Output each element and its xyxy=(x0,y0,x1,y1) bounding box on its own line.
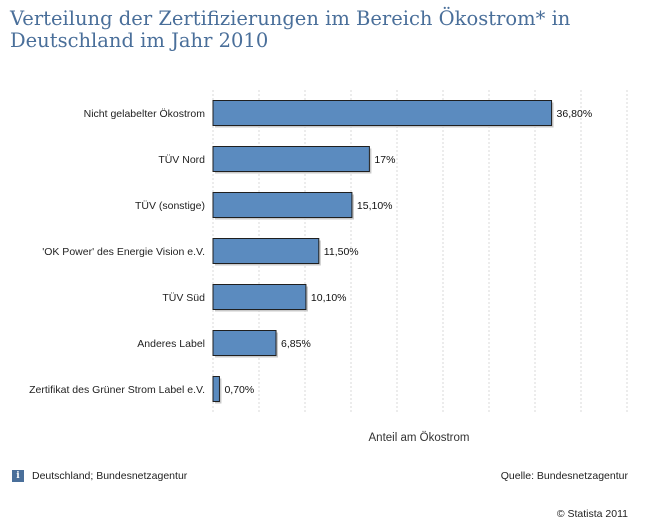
bar[interactable] xyxy=(212,376,220,402)
bar[interactable] xyxy=(212,146,370,172)
bar[interactable] xyxy=(212,284,307,310)
category-label: 'OK Power' des Energie Vision e.V. xyxy=(42,246,205,258)
copyright: © Statista 2011 xyxy=(556,508,628,520)
bar[interactable] xyxy=(212,238,320,264)
category-label: TÜV Nord xyxy=(158,154,205,166)
value-label: 15,10% xyxy=(357,200,393,212)
value-label: 6,85% xyxy=(281,338,311,350)
bar[interactable] xyxy=(212,330,277,356)
source-note: Quelle: Bundesnetzagentur xyxy=(500,470,628,482)
value-label: 36,80% xyxy=(557,108,593,120)
category-label: TÜV Süd xyxy=(162,292,205,304)
value-labels: 36,80% 17% 15,10% 11,50% 10,10% 6,85% 0,70% xyxy=(224,108,592,396)
category-label: Anderes Label xyxy=(137,338,205,350)
grid-lines xyxy=(212,90,628,412)
value-label: 11,50% xyxy=(324,246,359,258)
value-label: 0,70% xyxy=(224,384,254,396)
region-note: Deutschland; Bundesnetzagentur xyxy=(32,470,188,482)
category-label: TÜV (sonstige) xyxy=(135,200,205,212)
bars xyxy=(212,100,554,404)
value-label: 10,10% xyxy=(311,292,347,304)
info-icon[interactable]: i xyxy=(12,470,24,482)
category-label: Nicht gelabelter Ökostrom xyxy=(84,108,206,120)
x-axis-label: Anteil am Ökostrom xyxy=(369,432,470,444)
category-labels: Nicht gelabelter Ökostrom TÜV Nord TÜV (so… xyxy=(29,108,205,396)
chart-title: Verteilung der Zertifizierungen im Berei… xyxy=(10,7,571,52)
bar[interactable] xyxy=(212,192,353,218)
bar[interactable] xyxy=(212,100,553,126)
category-label: Zertifikat des Grüner Strom Label e.V. xyxy=(29,384,205,396)
footer-region: i Deutschland; Bundesnetzagentur xyxy=(12,470,187,482)
value-label: 17% xyxy=(374,154,395,166)
